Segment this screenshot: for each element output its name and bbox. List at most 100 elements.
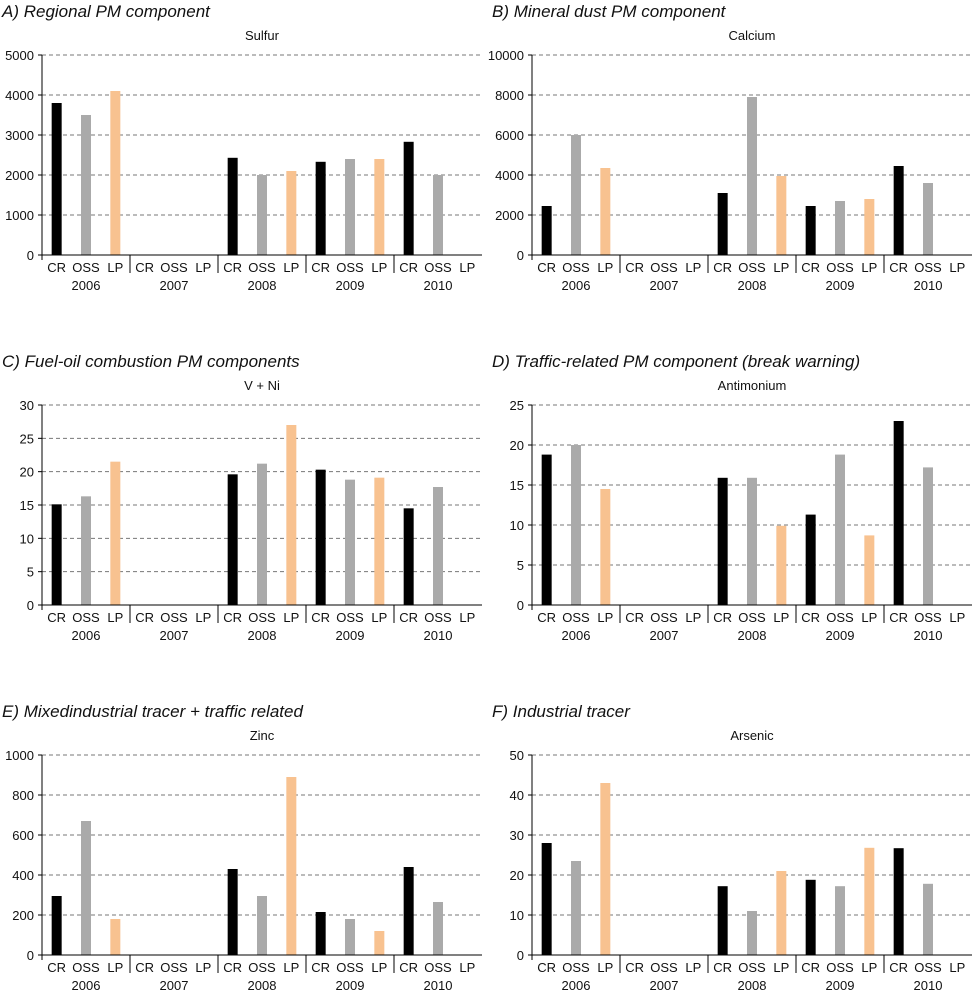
x-subcategory-label: OSS [248, 260, 276, 275]
x-subcategory-label: CR [889, 610, 908, 625]
x-subcategory-label: OSS [914, 960, 942, 975]
x-subcategory-label: LP [107, 960, 123, 975]
bar-cr-2008 [227, 474, 238, 605]
y-tick-label: 3000 [5, 128, 34, 143]
x-subcategory-label: LP [459, 610, 475, 625]
x-subcategory-label: LP [283, 610, 299, 625]
x-category-label: 2009 [336, 278, 365, 293]
x-category-label: 2007 [650, 628, 679, 643]
x-subcategory-label: LP [371, 960, 387, 975]
x-subcategory-label: OSS [160, 960, 188, 975]
x-subcategory-label: LP [459, 260, 475, 275]
bar-oss-2008 [747, 477, 757, 605]
y-tick-label: 0 [27, 248, 34, 263]
x-category-label: 2007 [160, 628, 189, 643]
bar-oss-2006 [571, 135, 581, 255]
bar-lp-2006 [600, 489, 611, 605]
x-subcategory-label: LP [861, 960, 877, 975]
panel-title: B) Mineral dust PM component [492, 2, 727, 21]
bar-oss-2006 [81, 496, 91, 605]
bar-oss-2008 [747, 911, 757, 955]
panel-title: E) Mixedindustrial tracer + traffic rela… [2, 702, 303, 721]
x-category-label: 2009 [826, 628, 855, 643]
chart-panel: F) Industrial tracer Arsenic 0 10 20 30 40 50 CR… [492, 702, 972, 993]
x-category-label: 2009 [826, 978, 855, 993]
bar-cr-2006 [51, 103, 62, 255]
y-tick-label: 30 [20, 398, 34, 413]
bar-cr-2006 [541, 843, 552, 955]
x-subcategory-label: LP [283, 260, 299, 275]
bar-lp-2006 [110, 919, 121, 955]
bar-cr-2006 [541, 454, 552, 605]
y-tick-label: 10 [510, 908, 524, 923]
y-tick-label: 600 [12, 828, 34, 843]
x-subcategory-label: LP [773, 260, 789, 275]
chart-title: Zinc [250, 728, 275, 743]
x-subcategory-label: CR [311, 960, 330, 975]
x-subcategory-label: OSS [424, 610, 452, 625]
x-subcategory-label: CR [801, 260, 820, 275]
x-subcategory-label: LP [685, 260, 701, 275]
x-subcategory-label: CR [625, 260, 644, 275]
bar-oss-2009 [345, 919, 355, 955]
bar-lp-2008 [776, 525, 787, 605]
x-subcategory-label: OSS [424, 960, 452, 975]
bar-cr-2009 [315, 912, 326, 955]
x-subcategory-label: CR [399, 960, 418, 975]
chart-title: Sulfur [245, 28, 280, 43]
x-subcategory-label: CR [625, 960, 644, 975]
x-subcategory-label: CR [537, 960, 556, 975]
x-subcategory-label: CR [625, 610, 644, 625]
x-subcategory-label: CR [537, 610, 556, 625]
x-subcategory-label: OSS [650, 260, 678, 275]
y-tick-label: 20 [510, 438, 524, 453]
y-tick-label: 40 [510, 788, 524, 803]
x-category-label: 2008 [248, 978, 277, 993]
y-tick-label: 2000 [5, 168, 34, 183]
y-tick-label: 6000 [495, 128, 524, 143]
y-tick-label: 5 [517, 558, 524, 573]
x-subcategory-label: LP [107, 260, 123, 275]
y-tick-label: 200 [12, 908, 34, 923]
y-tick-label: 1000 [5, 208, 34, 223]
x-category-label: 2006 [562, 978, 591, 993]
bar-cr-2009 [315, 469, 326, 605]
chart-panel: D) Traffic-related PM component (break w… [492, 352, 972, 643]
x-category-label: 2010 [424, 628, 453, 643]
x-category-label: 2010 [424, 278, 453, 293]
x-subcategory-label: CR [399, 610, 418, 625]
x-subcategory-label: LP [107, 610, 123, 625]
x-subcategory-label: CR [889, 960, 908, 975]
bar-cr-2010 [893, 421, 904, 605]
y-tick-label: 20 [510, 868, 524, 883]
x-subcategory-label: OSS [826, 610, 854, 625]
x-category-label: 2008 [738, 628, 767, 643]
x-subcategory-label: OSS [72, 960, 100, 975]
x-subcategory-label: LP [459, 960, 475, 975]
y-tick-label: 5000 [5, 48, 34, 63]
bar-lp-2009 [374, 159, 385, 255]
bar-cr-2006 [51, 504, 62, 605]
bar-lp-2009 [374, 931, 385, 955]
x-subcategory-label: LP [949, 260, 965, 275]
x-subcategory-label: OSS [738, 610, 766, 625]
x-subcategory-label: LP [597, 960, 613, 975]
x-category-label: 2008 [738, 978, 767, 993]
x-subcategory-label: LP [195, 610, 211, 625]
y-tick-label: 15 [510, 478, 524, 493]
y-tick-label: 4000 [495, 168, 524, 183]
bar-cr-2008 [717, 477, 728, 605]
y-tick-label: 25 [510, 398, 524, 413]
bar-cr-2008 [227, 869, 238, 955]
x-subcategory-label: OSS [160, 260, 188, 275]
panel-title: D) Traffic-related PM component (break w… [492, 352, 860, 371]
bar-cr-2010 [403, 508, 414, 605]
bar-oss-2008 [747, 97, 757, 255]
bar-lp-2008 [286, 171, 297, 255]
bar-oss-2008 [257, 175, 267, 255]
x-category-label: 2008 [738, 278, 767, 293]
bar-cr-2008 [717, 886, 728, 955]
x-subcategory-label: OSS [650, 960, 678, 975]
y-tick-label: 1000 [5, 748, 34, 763]
